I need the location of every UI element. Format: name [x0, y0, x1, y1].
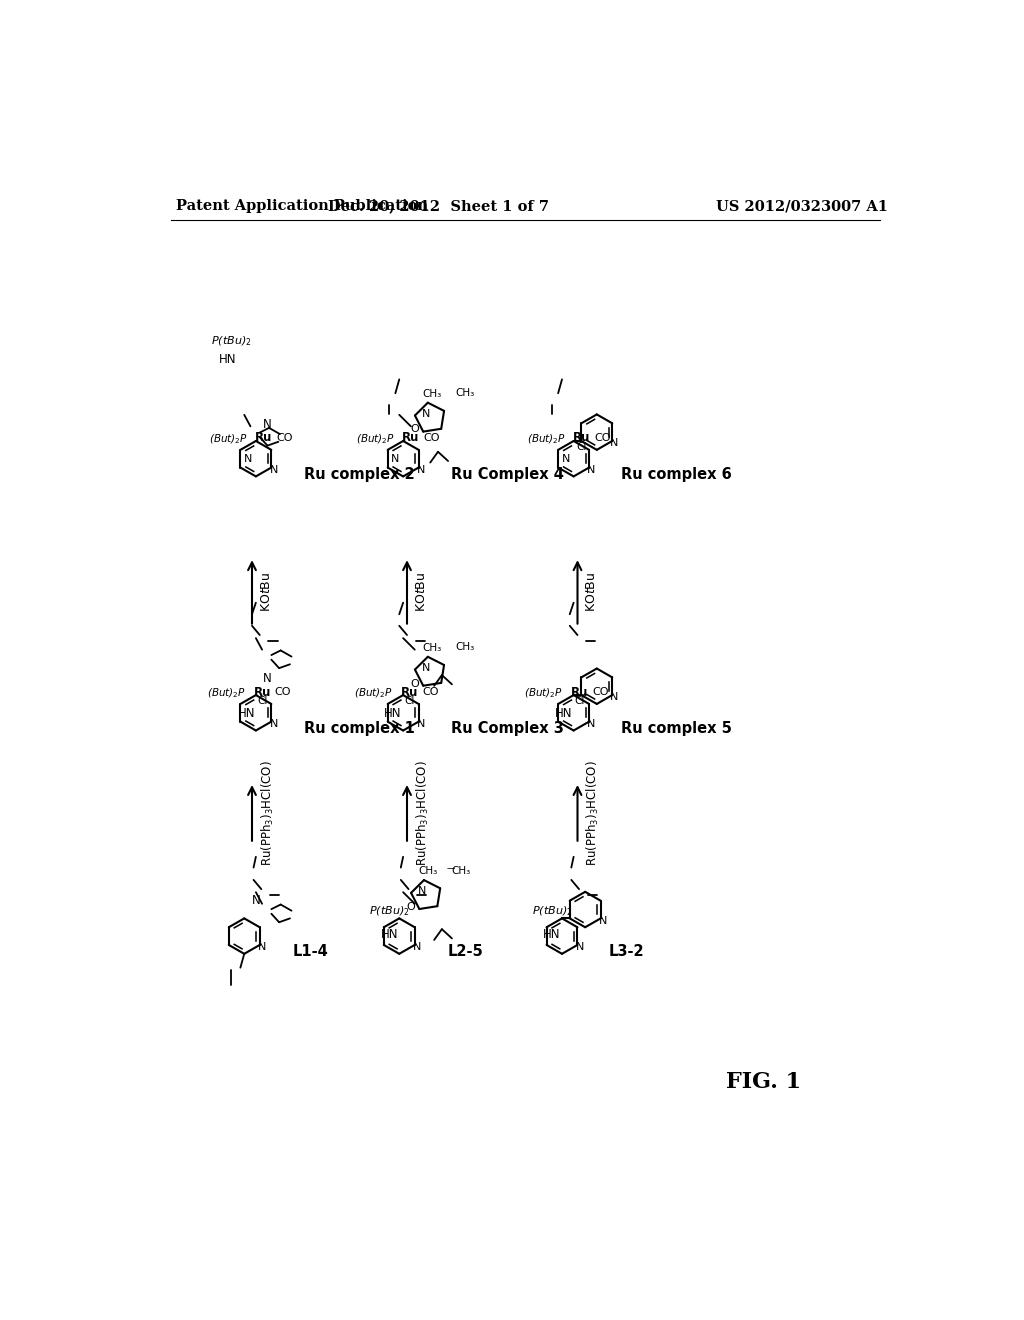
Text: US 2012/0323007 A1: US 2012/0323007 A1 — [716, 199, 888, 213]
Text: (Bu$t$)$_2$P: (Bu$t$)$_2$P — [356, 433, 395, 446]
Text: N: N — [610, 693, 618, 702]
Text: CH₃: CH₃ — [418, 866, 437, 876]
Text: Ru complex 5: Ru complex 5 — [621, 721, 731, 735]
Text: Ru: Ru — [253, 685, 270, 698]
Text: HN: HN — [543, 928, 561, 941]
Text: HN: HN — [219, 352, 237, 366]
Text: N: N — [417, 719, 425, 729]
Text: FIG. 1: FIG. 1 — [726, 1072, 801, 1093]
Text: Ru Complex 3: Ru Complex 3 — [452, 721, 564, 735]
Text: N: N — [422, 409, 430, 418]
Text: P($t$Bu)$_2$: P($t$Bu)$_2$ — [369, 904, 410, 919]
Text: Ru complex 1: Ru complex 1 — [304, 721, 415, 735]
Text: P($t$Bu)$_2$: P($t$Bu)$_2$ — [211, 334, 252, 347]
Text: (Bu$t$)$_2$P: (Bu$t$)$_2$P — [354, 686, 393, 701]
Text: Patent Application Publication: Patent Application Publication — [176, 199, 428, 213]
Text: Ru(PPh$_3$)$_3$HCl(CO): Ru(PPh$_3$)$_3$HCl(CO) — [260, 760, 275, 866]
Text: CO: CO — [594, 433, 610, 444]
Text: N: N — [263, 417, 272, 430]
Text: Cl: Cl — [257, 696, 267, 706]
Text: CO: CO — [422, 686, 438, 697]
Text: N: N — [244, 454, 252, 465]
Text: N: N — [587, 465, 596, 475]
Text: L3-2: L3-2 — [609, 944, 644, 960]
Text: N: N — [417, 465, 425, 475]
Text: O: O — [411, 425, 419, 434]
Text: Ru: Ru — [400, 685, 418, 698]
Text: Ru: Ru — [571, 685, 589, 698]
Text: Cl: Cl — [574, 696, 585, 706]
Text: N: N — [413, 942, 421, 952]
Text: HN: HN — [384, 708, 401, 721]
Text: N: N — [252, 894, 260, 907]
Text: Ru complex 2: Ru complex 2 — [304, 466, 415, 482]
Text: Ru Complex 4: Ru Complex 4 — [452, 466, 564, 482]
Text: Ru complex 6: Ru complex 6 — [621, 466, 731, 482]
Text: N: N — [263, 672, 272, 685]
Text: CO: CO — [593, 686, 609, 697]
Text: N: N — [422, 663, 430, 673]
Text: O: O — [407, 902, 416, 912]
Text: O: O — [411, 678, 419, 689]
Text: CH₃: CH₃ — [455, 643, 474, 652]
Text: (Bu$t$)$_2$P: (Bu$t$)$_2$P — [209, 433, 248, 446]
Text: KO$t$Bu: KO$t$Bu — [260, 572, 272, 612]
Text: P($t$Bu)$_2$: P($t$Bu)$_2$ — [531, 904, 572, 919]
Text: N: N — [258, 942, 266, 952]
Text: L1-4: L1-4 — [292, 944, 328, 960]
Text: Cl: Cl — [404, 696, 415, 706]
Text: N: N — [269, 465, 278, 475]
Text: —: — — [447, 863, 456, 873]
Text: CO: CO — [424, 433, 440, 444]
Text: N: N — [562, 454, 570, 465]
Text: KO$t$Bu: KO$t$Bu — [586, 572, 598, 612]
Text: N: N — [575, 942, 584, 952]
Text: N: N — [269, 719, 278, 729]
Text: Ru: Ru — [402, 432, 420, 445]
Text: Ru: Ru — [572, 432, 590, 445]
Text: CH₃: CH₃ — [455, 388, 474, 399]
Text: Cl: Cl — [577, 442, 587, 453]
Text: HN: HN — [555, 708, 572, 721]
Text: L2-5: L2-5 — [447, 944, 483, 960]
Text: CO: CO — [276, 433, 293, 444]
Text: (Bu$t$)$_2$P: (Bu$t$)$_2$P — [208, 686, 247, 701]
Text: CH₃: CH₃ — [422, 643, 441, 652]
Text: HN: HN — [381, 928, 398, 941]
Text: Ru(PPh$_3$)$_3$HCl(CO): Ru(PPh$_3$)$_3$HCl(CO) — [415, 760, 431, 866]
Text: CO: CO — [274, 686, 291, 697]
Text: N: N — [587, 719, 596, 729]
Text: CH₃: CH₃ — [452, 866, 470, 875]
Text: Dec. 20, 2012  Sheet 1 of 7: Dec. 20, 2012 Sheet 1 of 7 — [328, 199, 549, 213]
Text: Ru: Ru — [255, 432, 272, 445]
Text: CH₃: CH₃ — [422, 388, 441, 399]
Text: Ru(PPh$_3$)$_3$HCl(CO): Ru(PPh$_3$)$_3$HCl(CO) — [586, 760, 601, 866]
Text: N: N — [599, 916, 607, 925]
Text: N: N — [391, 454, 399, 465]
Text: KO$t$Bu: KO$t$Bu — [415, 572, 428, 612]
Text: (Bu$t$)$_2$P: (Bu$t$)$_2$P — [526, 433, 566, 446]
Text: (Bu$t$)$_2$P: (Bu$t$)$_2$P — [524, 686, 563, 701]
Text: HN: HN — [238, 708, 255, 721]
Text: N: N — [419, 887, 427, 896]
Text: N: N — [610, 438, 618, 449]
